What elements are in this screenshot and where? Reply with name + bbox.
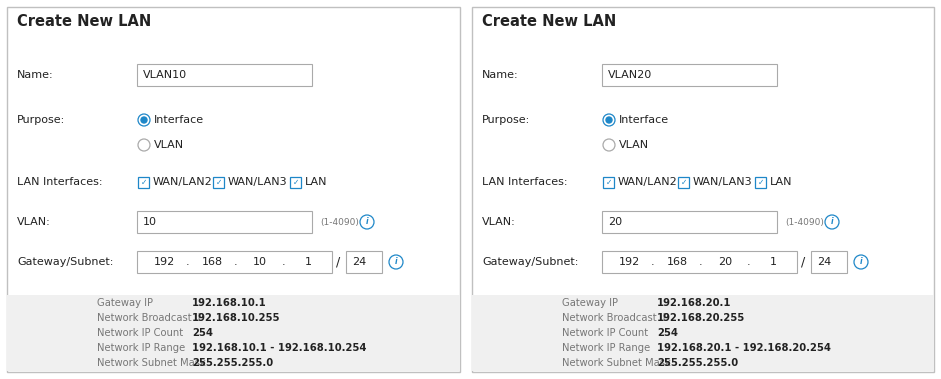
FancyBboxPatch shape (811, 251, 847, 273)
FancyBboxPatch shape (137, 211, 312, 233)
Text: i: i (860, 257, 862, 266)
Text: 168: 168 (666, 257, 688, 267)
Text: .: . (747, 257, 751, 267)
Text: 20: 20 (718, 257, 732, 267)
Text: 10: 10 (143, 217, 157, 227)
Text: .: . (699, 257, 703, 267)
Text: LAN: LAN (305, 177, 327, 187)
Text: ✓: ✓ (215, 177, 222, 186)
Text: /: / (336, 255, 341, 268)
Text: 192.168.20.1 - 192.168.20.254: 192.168.20.1 - 192.168.20.254 (657, 343, 831, 353)
Text: Network IP Count: Network IP Count (97, 328, 183, 338)
Text: Gateway/Subnet:: Gateway/Subnet: (482, 257, 579, 267)
Text: Gateway IP: Gateway IP (562, 298, 618, 308)
Text: VLAN10: VLAN10 (143, 70, 187, 80)
Text: .: . (282, 257, 286, 267)
Text: 192: 192 (153, 257, 175, 267)
Text: VLAN: VLAN (619, 140, 649, 150)
Text: 192.168.20.1: 192.168.20.1 (657, 298, 731, 308)
FancyBboxPatch shape (7, 7, 460, 372)
Text: Create New LAN: Create New LAN (17, 14, 152, 30)
Circle shape (606, 117, 612, 123)
FancyBboxPatch shape (214, 177, 225, 188)
Text: ✓: ✓ (758, 177, 764, 186)
Text: 255.255.255.0: 255.255.255.0 (192, 359, 273, 368)
Text: Purpose:: Purpose: (482, 115, 530, 125)
Text: Network Subnet Mask: Network Subnet Mask (97, 359, 206, 368)
FancyBboxPatch shape (138, 177, 150, 188)
Text: ✓: ✓ (606, 177, 613, 186)
FancyBboxPatch shape (137, 251, 332, 273)
Text: 24: 24 (352, 257, 366, 267)
Text: 24: 24 (817, 257, 831, 267)
Text: 255.255.255.0: 255.255.255.0 (657, 359, 738, 368)
Text: 192.168.20.255: 192.168.20.255 (657, 313, 745, 323)
Text: Gateway IP: Gateway IP (97, 298, 153, 308)
Text: i: i (394, 257, 397, 266)
FancyBboxPatch shape (137, 64, 312, 86)
Text: 10: 10 (253, 257, 267, 267)
Text: 1: 1 (770, 257, 776, 267)
Text: 254: 254 (657, 328, 678, 338)
Text: i: i (831, 218, 834, 227)
Text: .: . (186, 257, 190, 267)
Text: Purpose:: Purpose: (17, 115, 65, 125)
FancyBboxPatch shape (678, 177, 690, 188)
Text: LAN Interfaces:: LAN Interfaces: (17, 177, 103, 187)
Text: 192.168.10.1 - 192.168.10.254: 192.168.10.1 - 192.168.10.254 (192, 343, 366, 353)
Text: Name:: Name: (17, 70, 54, 80)
FancyBboxPatch shape (602, 64, 777, 86)
Text: VLAN20: VLAN20 (608, 70, 652, 80)
Text: 192.168.10.255: 192.168.10.255 (192, 313, 280, 323)
Text: Network Broadcast IP: Network Broadcast IP (97, 313, 203, 323)
FancyBboxPatch shape (602, 251, 797, 273)
Text: WAN/LAN3: WAN/LAN3 (228, 177, 288, 187)
Text: Network IP Count: Network IP Count (562, 328, 648, 338)
Text: 1: 1 (305, 257, 311, 267)
Text: /: / (801, 255, 805, 268)
Text: 168: 168 (201, 257, 223, 267)
Text: VLAN: VLAN (154, 140, 184, 150)
Text: LAN Interfaces:: LAN Interfaces: (482, 177, 567, 187)
Text: .: . (234, 257, 238, 267)
Text: (1-4090): (1-4090) (320, 218, 359, 227)
Text: Name:: Name: (482, 70, 518, 80)
Text: VLAN:: VLAN: (482, 217, 516, 227)
Text: Network Subnet Mask: Network Subnet Mask (562, 359, 671, 368)
Circle shape (141, 117, 147, 123)
Text: WAN/LAN2: WAN/LAN2 (153, 177, 213, 187)
Text: 254: 254 (192, 328, 213, 338)
FancyBboxPatch shape (472, 295, 934, 371)
FancyBboxPatch shape (602, 211, 777, 233)
Text: 192: 192 (618, 257, 640, 267)
FancyBboxPatch shape (603, 177, 614, 188)
Text: Interface: Interface (154, 115, 204, 125)
Text: VLAN:: VLAN: (17, 217, 51, 227)
Text: Network IP Range: Network IP Range (97, 343, 185, 353)
FancyBboxPatch shape (756, 177, 767, 188)
Text: ✓: ✓ (680, 177, 687, 186)
Text: (1-4090): (1-4090) (785, 218, 824, 227)
FancyBboxPatch shape (7, 295, 460, 371)
Text: ✓: ✓ (141, 177, 147, 186)
Text: 20: 20 (608, 217, 622, 227)
FancyBboxPatch shape (291, 177, 301, 188)
FancyBboxPatch shape (472, 7, 934, 372)
Text: WAN/LAN3: WAN/LAN3 (693, 177, 753, 187)
FancyBboxPatch shape (346, 251, 382, 273)
Text: Interface: Interface (619, 115, 669, 125)
Text: ✓: ✓ (293, 177, 299, 186)
Text: 192.168.10.1: 192.168.10.1 (192, 298, 266, 308)
Text: Network IP Range: Network IP Range (562, 343, 650, 353)
Text: i: i (366, 218, 368, 227)
Text: .: . (651, 257, 655, 267)
Text: Gateway/Subnet:: Gateway/Subnet: (17, 257, 113, 267)
Text: WAN/LAN2: WAN/LAN2 (618, 177, 678, 187)
Text: Create New LAN: Create New LAN (482, 14, 616, 30)
Text: Network Broadcast IP: Network Broadcast IP (562, 313, 669, 323)
Text: LAN: LAN (770, 177, 792, 187)
